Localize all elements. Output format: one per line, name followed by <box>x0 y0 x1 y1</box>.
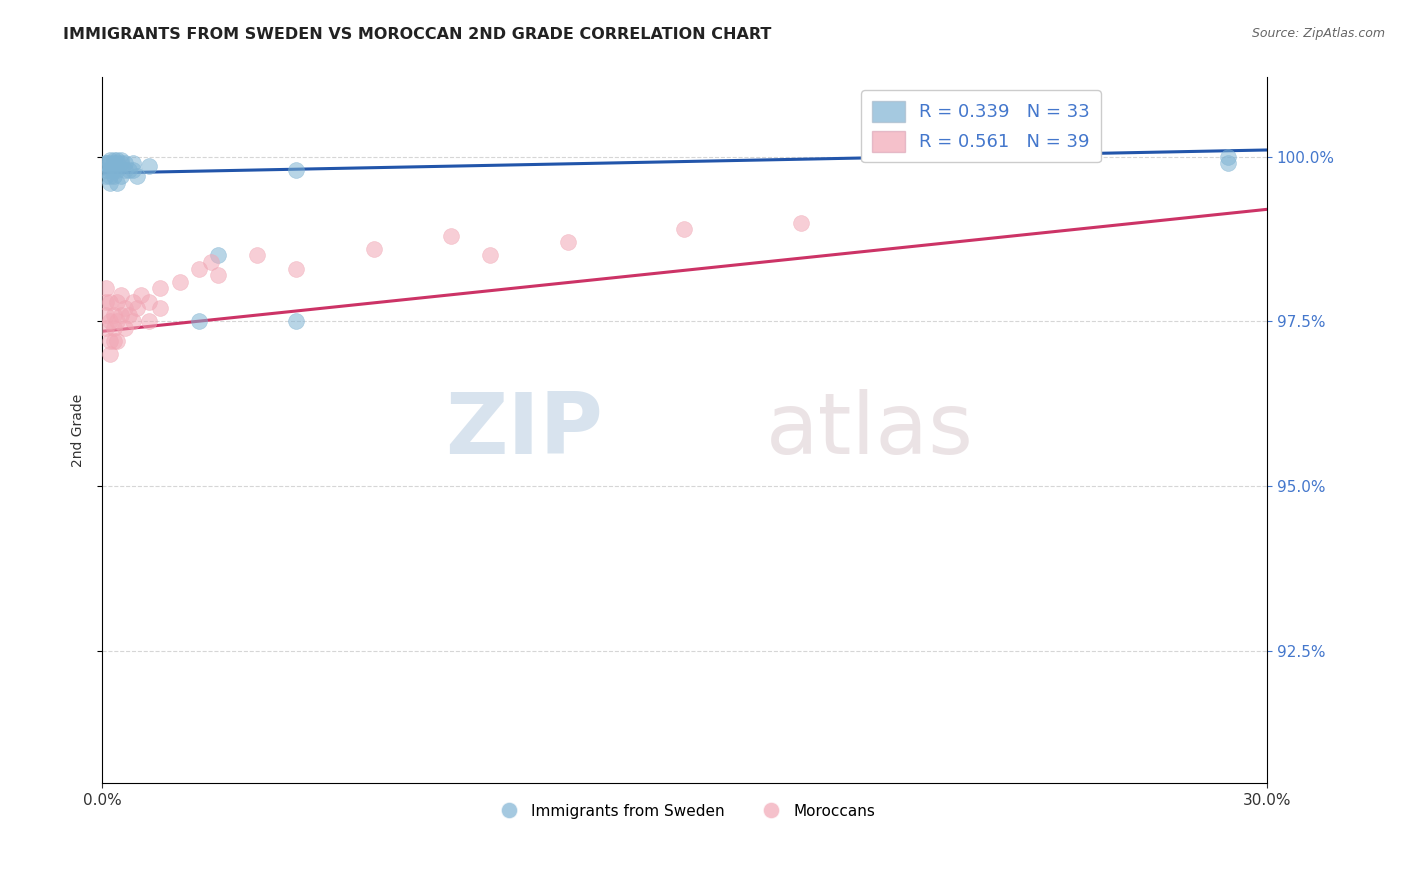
Point <box>107 294 129 309</box>
Point <box>110 288 132 302</box>
Point <box>98 176 121 190</box>
Point <box>114 301 136 316</box>
Point <box>122 162 145 177</box>
Point <box>122 156 145 170</box>
Point <box>98 314 121 328</box>
Point <box>363 242 385 256</box>
Point <box>107 162 129 177</box>
Point <box>110 169 132 184</box>
Y-axis label: 2nd Grade: 2nd Grade <box>72 393 86 467</box>
Point <box>94 321 117 335</box>
Text: atlas: atlas <box>766 389 974 472</box>
Point <box>122 314 145 328</box>
Point <box>98 156 121 170</box>
Point <box>103 162 125 177</box>
Point <box>114 321 136 335</box>
Legend: Immigrants from Sweden, Moroccans: Immigrants from Sweden, Moroccans <box>486 797 882 825</box>
Point <box>107 156 129 170</box>
Point <box>110 156 132 170</box>
Point <box>110 308 132 322</box>
Text: Source: ZipAtlas.com: Source: ZipAtlas.com <box>1251 27 1385 40</box>
Point <box>149 281 172 295</box>
Point <box>114 156 136 170</box>
Point <box>107 334 129 349</box>
Point <box>1218 150 1240 164</box>
Point <box>98 294 121 309</box>
Text: IMMIGRANTS FROM SWEDEN VS MOROCCAN 2ND GRADE CORRELATION CHART: IMMIGRANTS FROM SWEDEN VS MOROCCAN 2ND G… <box>63 27 772 42</box>
Point <box>557 235 579 250</box>
Point <box>103 308 125 322</box>
Point <box>110 153 132 167</box>
Point <box>94 156 117 170</box>
Point <box>479 248 502 262</box>
Point <box>285 314 308 328</box>
Point <box>107 314 129 328</box>
Point <box>94 156 117 170</box>
Point <box>138 294 160 309</box>
Point <box>98 347 121 361</box>
Point <box>169 275 191 289</box>
Point <box>103 169 125 184</box>
Point <box>98 162 121 177</box>
Point <box>246 248 269 262</box>
Point <box>790 215 813 229</box>
Point <box>118 162 141 177</box>
Point <box>138 314 160 328</box>
Point <box>149 301 172 316</box>
Point <box>188 314 211 328</box>
Point <box>98 169 121 184</box>
Point <box>107 176 129 190</box>
Point <box>207 268 229 283</box>
Point <box>122 294 145 309</box>
Point <box>440 228 463 243</box>
Point <box>103 153 125 167</box>
Point <box>118 308 141 322</box>
Point <box>94 281 117 295</box>
Point <box>98 334 121 349</box>
Point <box>129 288 152 302</box>
Point <box>103 334 125 349</box>
Point <box>285 261 308 276</box>
Point <box>114 162 136 177</box>
Point <box>125 301 148 316</box>
Point <box>138 160 160 174</box>
Point <box>673 222 696 236</box>
Point <box>200 255 222 269</box>
Point <box>94 294 117 309</box>
Point <box>94 162 117 177</box>
Point <box>107 153 129 167</box>
Point <box>103 321 125 335</box>
Point <box>207 248 229 262</box>
Point <box>103 156 125 170</box>
Point <box>285 162 308 177</box>
Point <box>98 153 121 167</box>
Text: ZIP: ZIP <box>446 389 603 472</box>
Point <box>94 169 117 184</box>
Point <box>1218 156 1240 170</box>
Point <box>188 261 211 276</box>
Point <box>94 308 117 322</box>
Point <box>125 169 148 184</box>
